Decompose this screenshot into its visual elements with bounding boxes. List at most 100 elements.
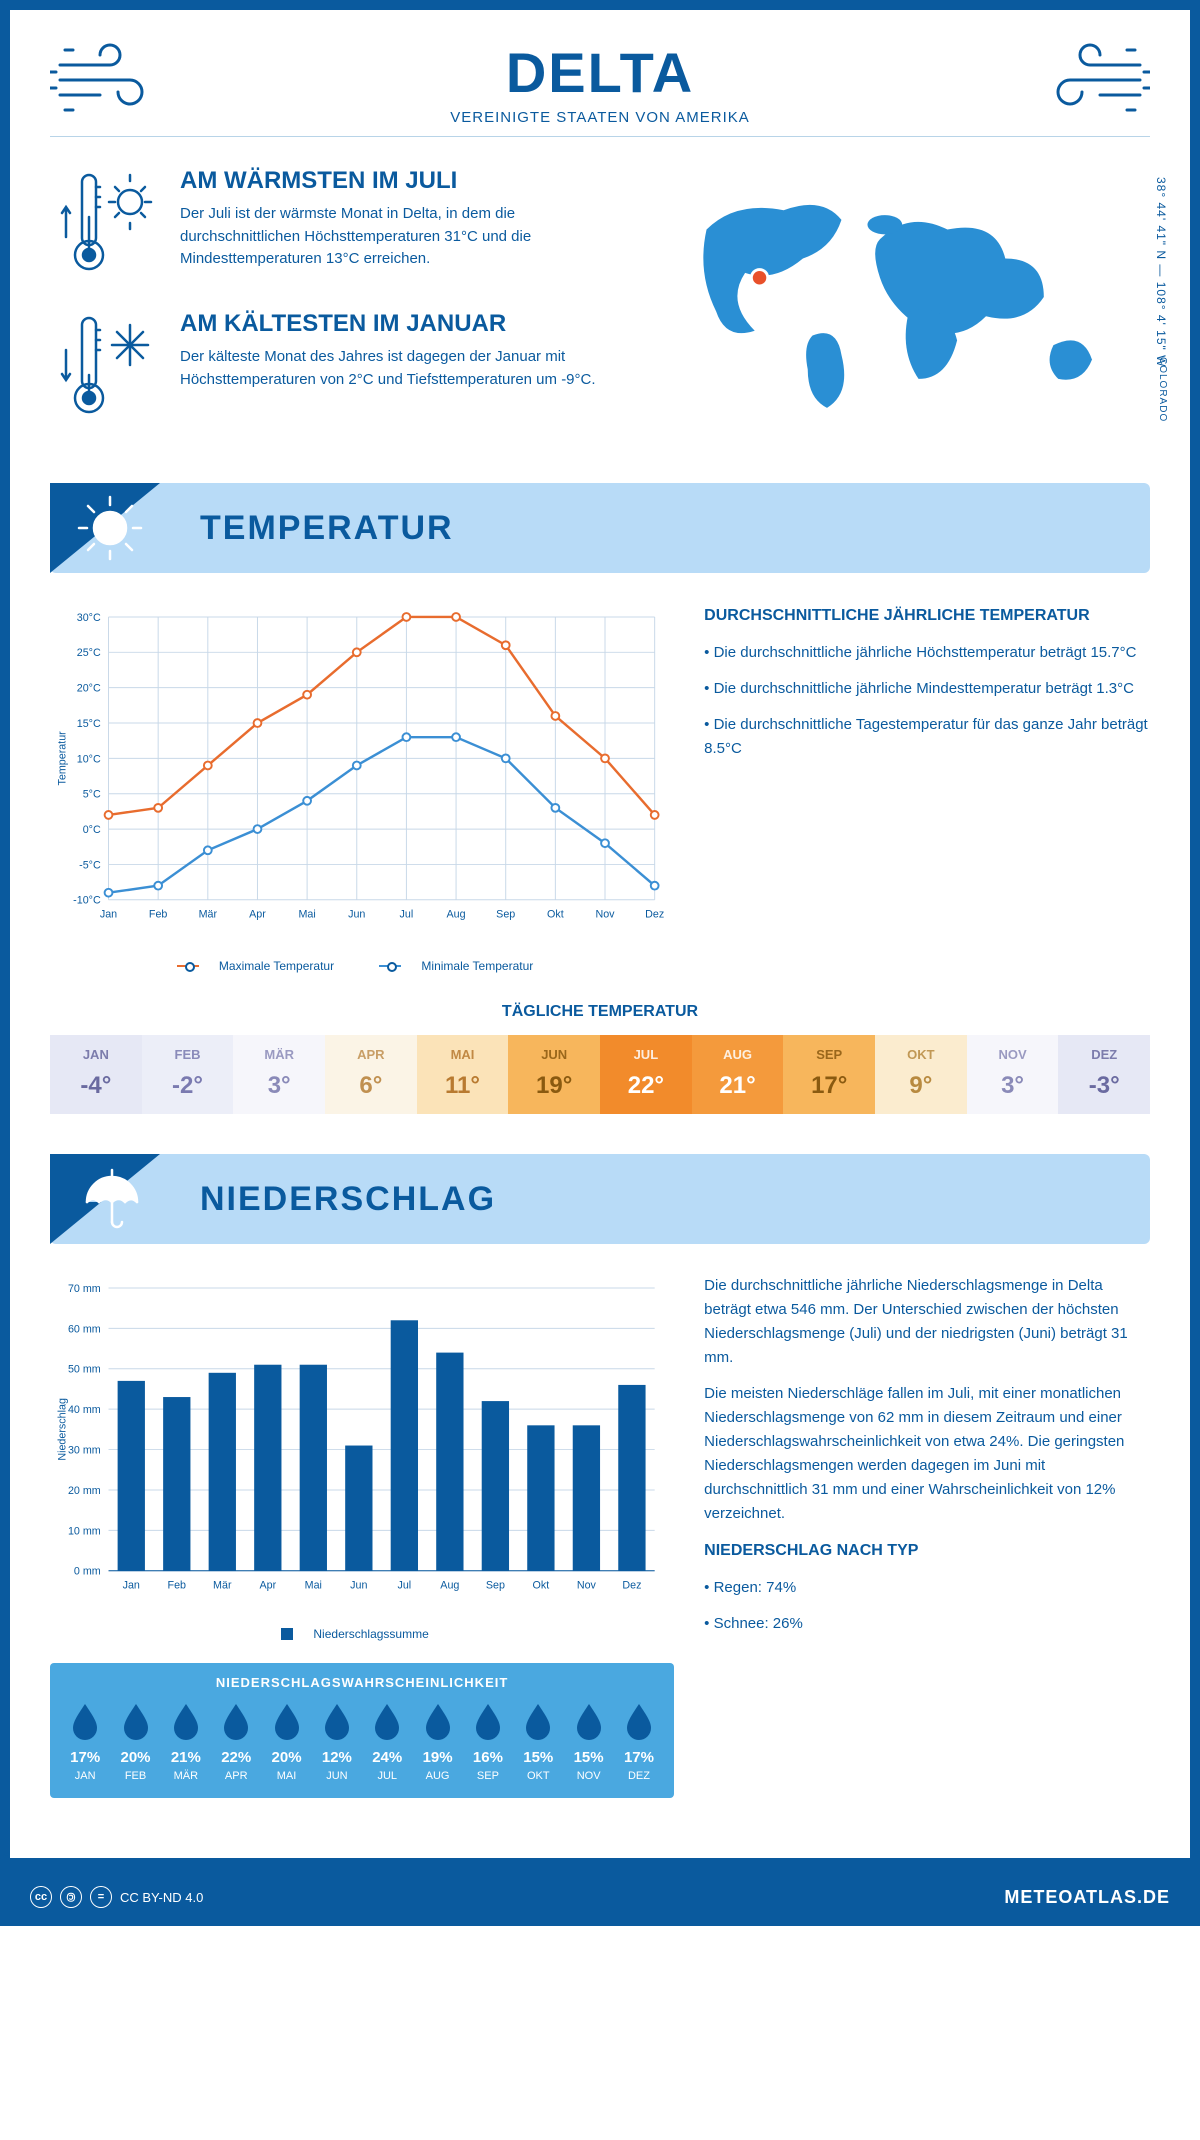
svg-text:60 mm: 60 mm (68, 1323, 101, 1335)
region-label: COLORADO (1157, 357, 1168, 422)
city-title: DELTA (50, 40, 1150, 105)
prob-cell: 12%JUN (312, 1700, 362, 1782)
svg-text:20 mm: 20 mm (68, 1485, 101, 1497)
coordinates: 38° 44' 41" N — 108° 4' 15" W (1154, 177, 1168, 367)
svg-text:Mär: Mär (213, 1579, 232, 1591)
precip-chart-row: 0 mm10 mm20 mm30 mm40 mm50 mm60 mm70 mmN… (50, 1274, 1150, 1798)
legend-high: Maximale Temperatur (219, 959, 334, 973)
sun-icon (75, 493, 145, 568)
prob-cell: 20%MAI (261, 1700, 311, 1782)
umbrella-icon (75, 1164, 145, 1239)
top-row: AM WÄRMSTEN IM JULI Der Juli ist der wär… (50, 167, 1150, 453)
svg-text:Temperatur: Temperatur (57, 731, 69, 786)
svg-text:Mai: Mai (298, 908, 315, 920)
svg-text:10°C: 10°C (77, 753, 101, 765)
svg-text:Jan: Jan (100, 908, 117, 920)
license-text: CC BY-ND 4.0 (120, 1890, 203, 1905)
svg-text:-5°C: -5°C (79, 859, 101, 871)
svg-text:Jul: Jul (397, 1579, 411, 1591)
svg-text:70 mm: 70 mm (68, 1283, 101, 1295)
country-subtitle: VEREINIGTE STAATEN VON AMERIKA (50, 109, 1150, 126)
precip-banner: NIEDERSCHLAG (50, 1154, 1150, 1244)
daily-temp-cell: SEP17° (783, 1035, 875, 1114)
svg-text:Jun: Jun (350, 1579, 367, 1591)
nd-icon: = (90, 1886, 112, 1908)
coldest-text: Der kälteste Monat des Jahres ist dagege… (180, 346, 638, 391)
thermometer-hot-icon (60, 167, 160, 282)
svg-text:Niederschlag: Niederschlag (57, 1398, 69, 1461)
cc-icon: cc (30, 1886, 52, 1908)
svg-text:Feb: Feb (168, 1579, 187, 1591)
temperature-section-title: TEMPERATUR (200, 509, 454, 548)
precip-type-item: Regen: 74% (704, 1576, 1150, 1600)
legend-precip: Niederschlagssumme (313, 1627, 428, 1641)
coldest-fact: AM KÄLTESTEN IM JANUAR Der kälteste Mona… (60, 310, 638, 425)
prob-title: NIEDERSCHLAGSWAHRSCHEINLICHKEIT (60, 1675, 664, 1690)
svg-text:Sep: Sep (496, 908, 515, 920)
svg-text:Jun: Jun (348, 908, 365, 920)
temperature-legend: Maximale Temperatur Minimale Temperatur (50, 956, 674, 973)
temperature-line-chart: -10°C-5°C0°C5°C10°C15°C20°C25°C30°CJanFe… (50, 603, 674, 973)
by-icon: 🄯 (60, 1886, 82, 1908)
warmest-fact: AM WÄRMSTEN IM JULI Der Juli ist der wär… (60, 167, 638, 282)
svg-text:Nov: Nov (595, 908, 615, 920)
precip-section-title: NIEDERSCHLAG (200, 1180, 496, 1219)
warmest-text: Der Juli ist der wärmste Monat in Delta,… (180, 203, 638, 271)
coldest-title: AM KÄLTESTEN IM JANUAR (180, 310, 638, 338)
daily-temp-cell: MÄR3° (233, 1035, 325, 1114)
prob-cell: 15%OKT (513, 1700, 563, 1782)
precip-type-title: NIEDERSCHLAG NACH TYP (704, 1538, 1150, 1564)
climate-facts: AM WÄRMSTEN IM JULI Der Juli ist der wär… (50, 167, 638, 453)
prob-cell: 19%AUG (412, 1700, 462, 1782)
daily-temp-cell: OKT9° (875, 1035, 967, 1114)
temperature-banner: TEMPERATUR (50, 483, 1150, 573)
thermometer-cold-icon (60, 310, 160, 425)
svg-text:Aug: Aug (440, 1579, 459, 1591)
svg-text:20°C: 20°C (77, 683, 101, 695)
prob-cell: 17%JAN (60, 1700, 110, 1782)
svg-text:30 mm: 30 mm (68, 1444, 101, 1456)
header: DELTA VEREINIGTE STAATEN VON AMERIKA (50, 40, 1150, 137)
precip-type-item: Schnee: 26% (704, 1612, 1150, 1636)
prob-cell: 20%FEB (110, 1700, 160, 1782)
precip-para-2: Die meisten Niederschläge fallen im Juli… (704, 1382, 1150, 1526)
site-name: METEOATLAS.DE (1004, 1887, 1170, 1908)
daily-temp-cell: DEZ-3° (1058, 1035, 1150, 1114)
svg-text:Apr: Apr (259, 1579, 276, 1591)
temperature-summary: DURCHSCHNITTLICHE JÄHRLICHE TEMPERATUR D… (704, 603, 1150, 973)
precip-summary: Die durchschnittliche jährliche Niedersc… (704, 1274, 1150, 1798)
warmest-title: AM WÄRMSTEN IM JULI (180, 167, 638, 195)
prob-cell: 22%APR (211, 1700, 261, 1782)
prob-cell: 24%JUL (362, 1700, 412, 1782)
svg-text:10 mm: 10 mm (68, 1525, 101, 1537)
wind-icon (1040, 40, 1150, 125)
prob-cell: 16%SEP (463, 1700, 513, 1782)
svg-text:Sep: Sep (486, 1579, 505, 1591)
svg-text:Mai: Mai (305, 1579, 322, 1591)
prob-cell: 17%DEZ (614, 1700, 664, 1782)
temperature-chart-row: -10°C-5°C0°C5°C10°C15°C20°C25°C30°CJanFe… (50, 603, 1150, 973)
svg-text:Feb: Feb (149, 908, 168, 920)
svg-text:Nov: Nov (577, 1579, 597, 1591)
precip-legend: Niederschlagssumme (50, 1627, 674, 1643)
footer: cc 🄯 = CC BY-ND 4.0 METEOATLAS.DE (0, 1868, 1200, 1926)
daily-temp-cell: JUN19° (508, 1035, 600, 1114)
svg-text:-10°C: -10°C (73, 895, 101, 907)
svg-text:Okt: Okt (547, 908, 564, 920)
svg-text:Apr: Apr (249, 908, 266, 920)
svg-text:50 mm: 50 mm (68, 1364, 101, 1376)
daily-temp-cell: AUG21° (692, 1035, 784, 1114)
temp-fact-item: Die durchschnittliche jährliche Höchstte… (704, 641, 1150, 665)
precip-probability-box: NIEDERSCHLAGSWAHRSCHEINLICHKEIT 17%JAN20… (50, 1663, 674, 1798)
daily-temp-cell: JAN-4° (50, 1035, 142, 1114)
svg-text:Aug: Aug (447, 908, 466, 920)
svg-text:Okt: Okt (533, 1579, 550, 1591)
svg-text:25°C: 25°C (77, 647, 101, 659)
svg-text:0°C: 0°C (83, 824, 101, 836)
daily-temp-cell: FEB-2° (142, 1035, 234, 1114)
svg-text:30°C: 30°C (77, 612, 101, 624)
daily-temp-cell: NOV3° (967, 1035, 1059, 1114)
prob-cell: 15%NOV (563, 1700, 613, 1782)
legend-low: Minimale Temperatur (421, 959, 533, 973)
svg-text:15°C: 15°C (77, 718, 101, 730)
